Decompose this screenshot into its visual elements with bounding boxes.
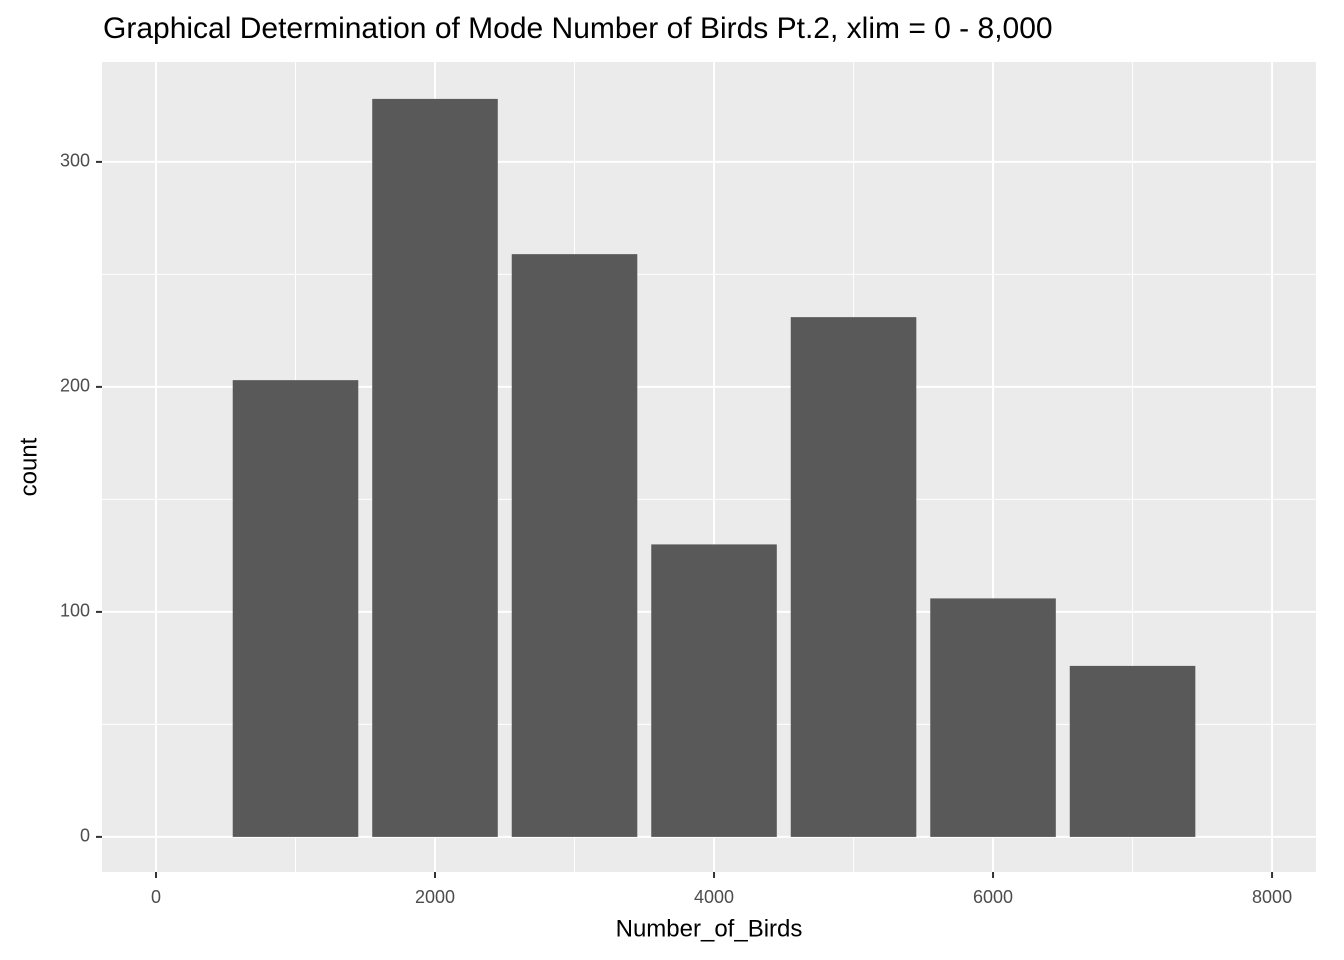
x-tick-label: 8000 — [1252, 887, 1292, 907]
bar — [790, 317, 917, 837]
chart-title: Graphical Determination of Mode Number o… — [103, 12, 1053, 45]
bar — [1069, 665, 1196, 837]
y-axis-title: count — [15, 437, 42, 496]
x-tick-label: 6000 — [973, 887, 1013, 907]
bars — [232, 98, 1196, 837]
y-tick-label: 200 — [60, 376, 90, 396]
bar — [930, 598, 1056, 837]
bar — [232, 380, 359, 837]
x-axis-title: Number_of_Birds — [616, 915, 803, 942]
y-tick-label: 0 — [80, 826, 90, 846]
bar — [511, 254, 638, 837]
y-tick-label: 100 — [60, 601, 90, 621]
x-tick-label: 4000 — [694, 887, 734, 907]
x-tick-label: 0 — [151, 887, 161, 907]
bar — [651, 544, 777, 837]
y-tick-label: 300 — [60, 151, 90, 171]
bar — [372, 98, 498, 837]
x-tick-label: 2000 — [415, 887, 455, 907]
